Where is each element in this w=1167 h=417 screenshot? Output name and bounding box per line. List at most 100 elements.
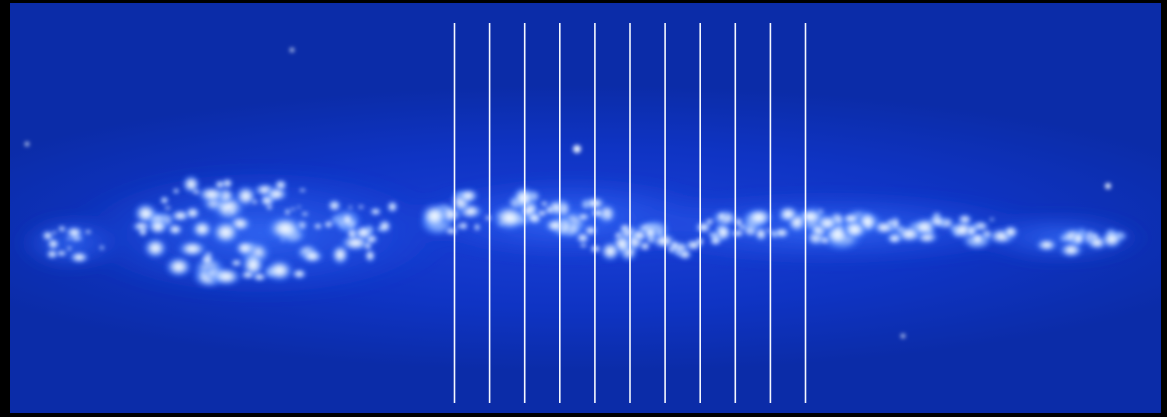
emission-knot xyxy=(190,218,215,240)
emission-knot xyxy=(841,219,869,241)
emission-knot xyxy=(163,205,173,210)
emission-knot xyxy=(298,187,307,193)
emission-knots xyxy=(25,48,1130,338)
emission-knot xyxy=(604,213,613,220)
emission-knot xyxy=(209,266,243,287)
emission-knot xyxy=(323,219,334,229)
emission-knot xyxy=(743,206,775,228)
emission-knot xyxy=(363,241,373,251)
point-source xyxy=(290,48,294,52)
emission-knot xyxy=(885,219,896,226)
emission-knot xyxy=(965,223,978,238)
emission-knot xyxy=(578,243,589,249)
emission-knot xyxy=(176,239,209,259)
emission-knot xyxy=(296,205,302,209)
emission-knot xyxy=(51,230,58,235)
emission-knot xyxy=(163,255,194,279)
emission-knot xyxy=(776,204,801,223)
emission-knot xyxy=(457,220,469,231)
emission-knot xyxy=(639,241,652,252)
emission-knot xyxy=(599,240,622,263)
emission-knot xyxy=(84,229,93,235)
emission-knot xyxy=(159,195,170,205)
emission-knot xyxy=(716,210,728,222)
emission-knot xyxy=(988,217,996,222)
emission-knot xyxy=(300,211,310,217)
emission-knot xyxy=(312,222,324,230)
emission-knot xyxy=(57,225,67,233)
emission-knot xyxy=(199,252,215,267)
emission-knot xyxy=(583,224,599,237)
emission-knot xyxy=(63,225,85,240)
emission-knot xyxy=(146,218,170,236)
emission-knot xyxy=(473,222,481,232)
emission-knot xyxy=(300,248,325,265)
emission-knot xyxy=(818,235,831,245)
emission-knot xyxy=(910,216,939,238)
emission-knot xyxy=(815,237,820,243)
emission-knot xyxy=(589,208,606,219)
slit-lines xyxy=(453,23,807,403)
emission-knot xyxy=(98,244,105,251)
emission-knot xyxy=(263,185,290,203)
emission-knot xyxy=(363,248,377,264)
emission-knot xyxy=(263,258,296,283)
emission-knot xyxy=(708,235,723,247)
emission-knot xyxy=(172,187,180,195)
emission-knot xyxy=(290,207,296,212)
emission-knot xyxy=(773,226,791,239)
emission-knot xyxy=(386,200,399,214)
emission-knot xyxy=(667,245,676,254)
emission-knot xyxy=(1089,232,1101,241)
emission-knot xyxy=(251,199,259,205)
emission-knot xyxy=(886,233,903,244)
galaxy-image xyxy=(10,3,1161,413)
emission-knot xyxy=(239,270,256,280)
emission-knot xyxy=(68,250,91,264)
emission-knot xyxy=(209,218,242,247)
emission-knot xyxy=(284,208,291,216)
emission-knot xyxy=(1001,224,1020,240)
galaxy-svg xyxy=(15,23,1150,403)
emission-knot xyxy=(45,248,60,260)
point-source xyxy=(573,145,581,153)
emission-knot xyxy=(142,236,169,260)
emission-knot xyxy=(66,245,73,252)
emission-knot xyxy=(444,226,459,236)
emission-knot xyxy=(137,226,149,238)
emission-knot xyxy=(840,212,862,225)
emission-knot xyxy=(576,212,591,221)
emission-knot xyxy=(357,204,365,210)
emission-knot xyxy=(642,225,659,241)
emission-knot xyxy=(456,187,480,205)
emission-knot xyxy=(377,218,393,234)
point-source xyxy=(1105,183,1111,189)
emission-knot xyxy=(613,231,624,239)
emission-knot xyxy=(326,198,343,213)
emission-knot xyxy=(525,211,543,225)
emission-knot xyxy=(455,224,463,229)
point-source xyxy=(25,142,29,146)
emission-knot xyxy=(368,207,383,217)
emission-knot xyxy=(814,213,841,233)
emission-knot xyxy=(234,239,255,257)
emission-knot xyxy=(352,224,375,241)
emission-knot xyxy=(543,205,557,215)
emission-knot xyxy=(1071,230,1086,247)
emission-knot xyxy=(543,217,566,234)
emission-knot xyxy=(693,220,713,235)
emission-knot xyxy=(1034,237,1059,253)
emission-knot xyxy=(226,208,238,215)
emission-knot xyxy=(729,228,746,238)
emission-knot xyxy=(618,223,632,233)
emission-knot xyxy=(166,223,184,236)
emission-knot xyxy=(229,258,243,268)
point-source xyxy=(901,334,905,338)
emission-knot xyxy=(540,200,549,208)
emission-knot xyxy=(264,214,306,243)
emission-knot xyxy=(817,209,824,214)
emission-knot xyxy=(184,205,202,221)
emission-knot xyxy=(195,185,228,204)
emission-knot xyxy=(340,211,354,228)
